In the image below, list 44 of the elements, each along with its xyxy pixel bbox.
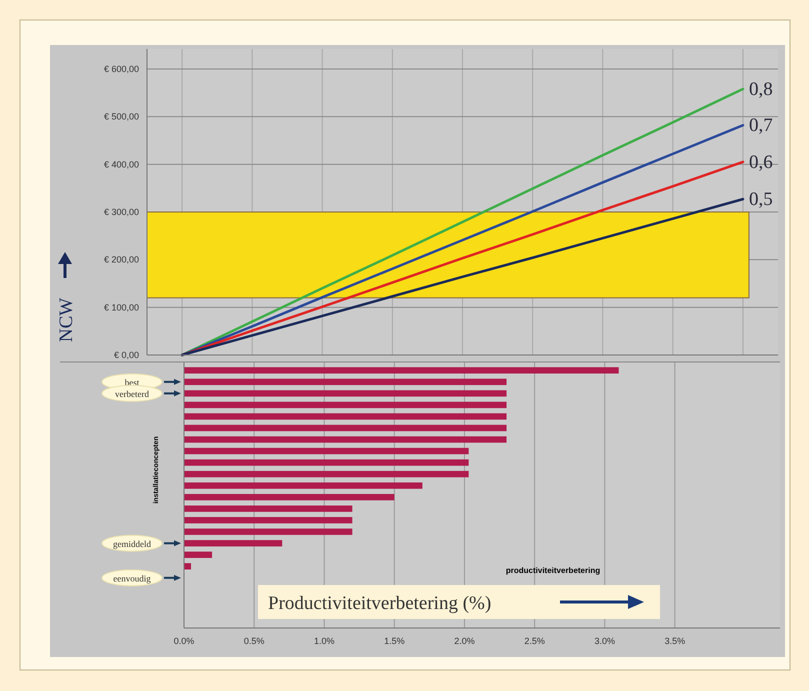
x-tick-label: 0.5%	[244, 636, 264, 646]
bar	[184, 552, 212, 558]
x-tick-label: 3.5%	[664, 636, 686, 646]
y-tick-label: € 400,00	[104, 159, 139, 170]
y-tick-label: € 0,00	[114, 350, 139, 360]
bar	[184, 506, 352, 512]
bar	[184, 378, 507, 386]
x-tick-label: 1.0%	[314, 636, 334, 646]
y-tick-label: € 500,00	[104, 112, 139, 122]
bar	[184, 470, 469, 478]
bar	[184, 436, 507, 443]
bar	[184, 494, 394, 500]
x-tick-label: 2.5%	[524, 636, 545, 646]
bar	[184, 528, 352, 535]
bar	[184, 390, 507, 397]
y-axis-title: NCW	[56, 298, 77, 342]
y-tick-label: verbeterd	[115, 388, 150, 399]
text: Productiviteitverbetering (%)	[268, 593, 492, 614]
bar	[184, 367, 619, 374]
bar	[184, 402, 507, 408]
y-tick-label: € 300,00	[104, 207, 139, 217]
x-tick-label: 1.5%	[384, 636, 405, 646]
bar	[184, 563, 192, 570]
bar	[184, 448, 469, 454]
x-tick-label: 3.0%	[594, 636, 615, 646]
x-axis-title: productiviteitverbetering	[506, 566, 600, 575]
y-tick-label: eenvoudig	[113, 573, 152, 584]
y-tick-label: gemiddeld	[113, 538, 152, 549]
bar	[184, 413, 507, 420]
y-tick-label: € 100,00	[104, 302, 139, 312]
bar	[184, 517, 352, 524]
x-tick-label: 0.0%	[174, 636, 194, 646]
x-tick-label: 2.0%	[454, 636, 475, 646]
bar	[184, 424, 507, 432]
series-label: 0,8	[748, 79, 773, 100]
series-label: 0,7	[748, 115, 773, 136]
y-tick-label: € 200,00	[104, 254, 139, 265]
bar	[184, 459, 469, 466]
line-series	[180, 198, 744, 356]
bar	[184, 540, 282, 546]
bar	[184, 482, 422, 489]
series-label: 0,5	[748, 189, 773, 210]
y-tick-label: € 600,00	[104, 64, 139, 74]
series-label: 0,6	[748, 152, 773, 173]
